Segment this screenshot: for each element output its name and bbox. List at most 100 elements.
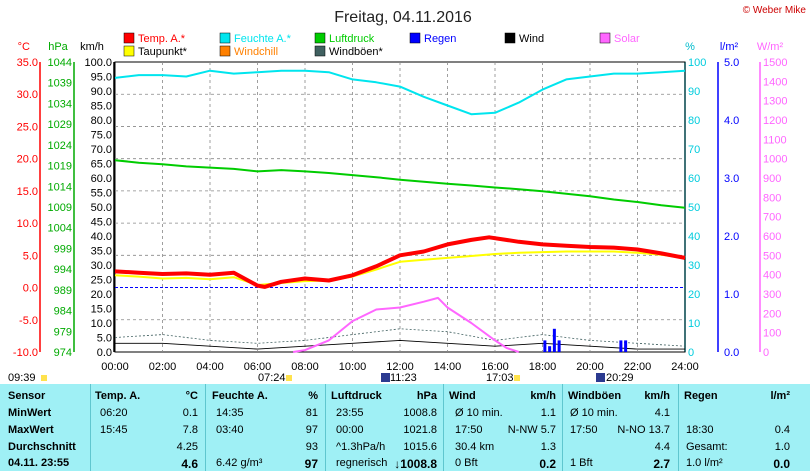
sunrise-time: 07:24 [258,372,286,384]
rain-bar [557,340,561,352]
wind-tick-label: 95.0 [91,72,112,84]
rain-tick-label: 5.0 [724,57,739,69]
panel-divider [205,384,206,471]
time-left: 09:39 [8,372,36,384]
temp-tick-label: 5.0 [23,250,38,262]
panel-cell: N-NO 13.7 [617,424,670,436]
unit-solar: W/m² [757,41,784,53]
wind-tick-label: 65.0 [91,159,112,171]
rain-tick-label: 3.0 [724,173,739,185]
panel-cell: 30.4 km [455,441,495,453]
panel-cell: 1.3 [540,441,556,453]
legend-swatch [219,45,231,57]
unit-rain: l/m² [720,41,739,53]
x-tick-label: 24:00 [671,361,699,373]
humidity-tick-label: 90 [688,86,700,98]
solar-tick-label: 0 [763,347,769,359]
panel-cell: 1.0 [774,441,790,453]
x-tick-label: 08:00 [291,361,319,373]
wind-tick-label: 70.0 [91,144,112,156]
pressure-tick-label: 979 [54,326,72,338]
solar-tick-label: 1200 [763,115,787,127]
panel-cell: 0.0 [773,457,790,471]
pressure-line [114,159,686,209]
rain-tick-label: 0.0 [724,347,739,359]
panel-header: km/h [644,390,670,402]
x-tick-label: 04:00 [196,361,224,373]
temp-tick-label: -5.0 [19,315,38,327]
panel-header: Wind [449,390,476,402]
panel-header: Regen [684,390,718,402]
humidity-tick-label: 0 [688,347,694,359]
x-tick-label: 14:00 [434,361,462,373]
panel-header: l/m² [770,390,790,402]
wind-tick-label: 15.0 [91,304,112,316]
solar-tick-label: 1300 [763,96,787,108]
legend-label: Luftdruck [329,33,375,45]
legend-swatch [314,32,326,44]
wind-tick-label: 10.0 [91,318,112,330]
wind-tick-label: 40.0 [91,231,112,243]
panel-cell: 17:50 [570,424,598,436]
moonset-icon [596,373,605,382]
humidity-tick-label: 80 [688,115,700,127]
wind-tick-label: 60.0 [91,173,112,185]
rain-tick-label: 4.0 [724,115,739,127]
pressure-tick-label: 994 [54,264,72,276]
pressure-tick-label: 1024 [48,140,72,152]
humidity-tick-label: 10 [688,318,700,330]
pressure-tick-label: 1019 [48,161,72,173]
wind-tick-label: 35.0 [91,246,112,258]
solar-tick-label: 600 [763,231,781,243]
sunset-marker [514,375,520,381]
pressure-tick-label: 1004 [48,223,72,235]
rain-bar [624,340,628,352]
panel-row-label: MinWert [8,407,52,419]
panel-cell: 1015.6 [403,441,437,453]
panel-cell: 18:30 [686,424,714,436]
temp-tick-label: 10.0 [17,218,38,230]
panel-cell: 1008.8 [403,407,437,419]
panel-cell: 81 [305,407,318,419]
sun-times: 09:39 07:24 11:23 17:03 20:29 [8,372,634,384]
panel-cell: 14:35 [216,407,244,419]
panel-cell: ↓1008.8 [394,457,437,471]
humidity-line [114,69,686,116]
moonset-time: 20:29 [606,372,634,384]
solar-tick-label: 900 [763,173,781,185]
panel-cell: 2.7 [653,457,670,471]
solar-tick-label: 1100 [763,134,787,146]
wind-tick-label: 5.0 [97,333,112,345]
humidity-tick-label: 40 [688,231,700,243]
pressure-tick-label: 1044 [48,57,72,69]
panel-cell: 17:50 [455,424,483,436]
legend-swatch [409,32,421,44]
solar-tick-label: 100 [763,328,781,340]
solar-tick-label: 200 [763,308,781,320]
pressure-tick-label: 1009 [48,202,72,214]
solar-tick-label: 300 [763,289,781,301]
rain-bar [548,346,552,352]
pressure-tick-label: 1014 [48,181,72,193]
moonrise-time: 11:23 [390,372,417,384]
panel-header: Windböen [568,390,622,402]
wind-tick-label: 25.0 [91,275,112,287]
wind-tick-label: 100.0 [84,57,112,69]
pressure-tick-label: 1029 [48,119,72,131]
panel-cell: ^1.3hPa/h [336,441,386,453]
x-tick-label: 22:00 [624,361,652,373]
x-tick-label: 00:00 [101,361,129,373]
temp-tick-label: 30.0 [17,89,38,101]
grid [114,61,686,353]
panel-cell: 4.1 [654,407,670,419]
panel-cell: 03:40 [216,424,244,436]
panel-cell: Gesamt: [686,441,728,453]
wind-tick-label: 80.0 [91,115,112,127]
panel-cell: 4.4 [654,441,670,453]
pressure-tick-label: 1034 [48,98,72,110]
panel-divider [325,384,326,471]
panel-row-label: MaxWert [8,424,54,436]
wind-tick-label: 55.0 [91,188,112,200]
pressure-tick-label: 974 [54,347,72,359]
legend-label: Feuchte A.* [234,33,292,45]
